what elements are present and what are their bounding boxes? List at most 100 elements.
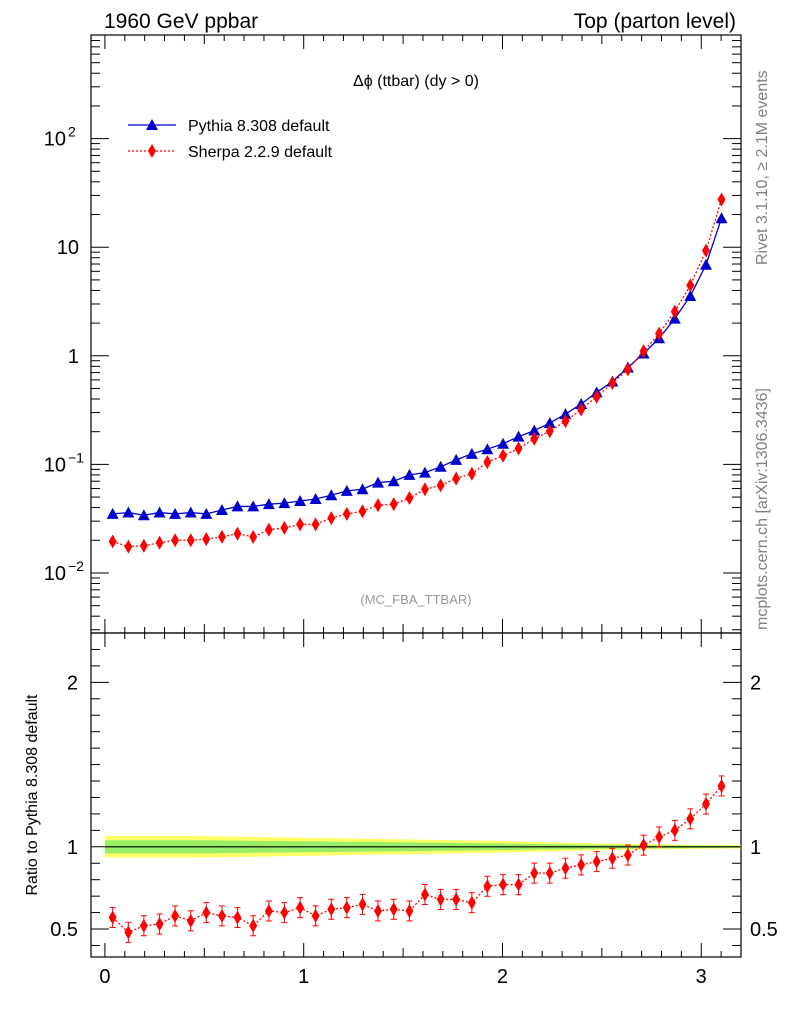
- ratio-panel: Ratio to Pythia 8.308 default 0 1 2 3 0.5 0.5…: [24, 632, 778, 988]
- ratio-sherpa-line: [112, 785, 723, 934]
- header-right: Top (parton level): [574, 10, 736, 33]
- legend-sherpa-label: Sherpa 2.2.9 default: [188, 144, 333, 161]
- mcplots-label: mcplots.cern.ch [arXiv:1306.3436]: [754, 388, 771, 630]
- pythia-point: [294, 495, 307, 507]
- sherpa-point: [296, 517, 305, 532]
- pythia-point: [497, 437, 510, 449]
- x-tick-label: 0: [99, 966, 110, 988]
- sherpa-line: [112, 199, 723, 548]
- ratio-ylabel: Ratio to Pythia 8.308 default: [24, 694, 41, 896]
- sherpa-point: [499, 448, 508, 463]
- sherpa-point: [452, 471, 461, 486]
- sherpa-point: [467, 466, 476, 481]
- ratio-sherpa-point: [483, 879, 492, 894]
- y-tick-label: 2: [67, 672, 78, 694]
- pythia-point: [247, 500, 260, 512]
- header-left: 1960 GeV ppbar: [104, 10, 258, 33]
- sherpa-point: [514, 441, 523, 456]
- ratio-sherpa-point: [358, 897, 367, 912]
- ratio-sherpa-point: [702, 797, 711, 812]
- pythia-point: [684, 290, 697, 302]
- ratio-sherpa-point: [217, 908, 226, 923]
- pythia-point: [450, 453, 463, 465]
- sherpa-point: [577, 402, 586, 417]
- pythia-point: [434, 460, 447, 472]
- sherpa-point: [608, 376, 617, 391]
- sherpa-point: [420, 482, 429, 497]
- ratio-sherpa-point: [467, 895, 476, 910]
- sherpa-point: [405, 491, 414, 506]
- sherpa-point: [202, 532, 211, 547]
- ratio-sherpa-point: [592, 854, 601, 869]
- pythia-point: [309, 492, 322, 504]
- sherpa-point: [561, 414, 570, 429]
- pythia-point: [465, 447, 478, 459]
- ratio-sherpa-point: [155, 917, 164, 932]
- pythia-point: [356, 483, 369, 495]
- x-tick-label: 3: [696, 966, 707, 988]
- sherpa-point: [655, 326, 664, 341]
- chart-title: Δϕ (ttbar) (dy > 0): [353, 73, 479, 90]
- y-tick-label-right: 2: [750, 672, 761, 694]
- ratio-sherpa-point: [296, 900, 305, 915]
- pythia-point: [169, 507, 182, 519]
- legend-pythia-label: Pythia 8.308 default: [188, 118, 330, 135]
- ratio-sherpa-point: [420, 887, 429, 902]
- legend: Pythia 8.308 default Sherpa 2.2.9 defaul…: [128, 118, 333, 161]
- ratio-sherpa-point: [233, 910, 242, 925]
- sherpa-point: [280, 520, 289, 535]
- pythia-point: [418, 466, 431, 478]
- ratio-sherpa-point: [623, 848, 632, 863]
- ratio-sherpa-point: [280, 905, 289, 920]
- pythia-point: [372, 476, 385, 488]
- pythia-line: [112, 217, 723, 516]
- sherpa-point: [186, 533, 195, 548]
- watermark: (MC_FBA_TTBAR): [360, 592, 471, 607]
- pythia-point: [137, 509, 150, 521]
- ratio-sherpa-point: [655, 829, 664, 844]
- ratio-sherpa-point: [514, 877, 523, 892]
- ratio-frame: [90, 632, 742, 958]
- pythia-point: [481, 443, 494, 455]
- sherpa-point: [139, 538, 148, 553]
- ratio-sherpa-point: [545, 866, 554, 881]
- x-tick-label: 2: [497, 966, 508, 988]
- ratio-sherpa-point: [561, 861, 570, 876]
- y-tick-label-right: 1: [750, 837, 761, 859]
- sherpa-point: [717, 192, 726, 207]
- ratio-sherpa-point: [108, 910, 117, 925]
- y-tick-exponent: −2: [68, 558, 84, 574]
- sherpa-point: [483, 455, 492, 470]
- ratio-sherpa-point: [608, 851, 617, 866]
- sherpa-point: [389, 497, 398, 512]
- y-tick-exponent: 2: [68, 124, 76, 140]
- ratio-sherpa-point: [264, 903, 273, 918]
- ratio-sherpa-point: [171, 908, 180, 923]
- sherpa-point: [264, 522, 273, 537]
- ratio-sherpa-point: [311, 908, 320, 923]
- pythia-point: [278, 497, 291, 509]
- y-tick-label: 10: [57, 237, 79, 259]
- pythia-point: [215, 504, 228, 516]
- sherpa-point: [374, 498, 383, 513]
- y-tick-label: 1: [67, 837, 78, 859]
- ratio-sherpa-point: [249, 918, 258, 933]
- ratio-sherpa-point: [374, 903, 383, 918]
- pythia-point: [403, 468, 416, 480]
- ratio-sherpa-point: [530, 866, 539, 881]
- legend-sherpa-marker: [148, 144, 156, 158]
- legend-pythia-marker: [146, 119, 158, 130]
- pythia-point: [153, 506, 166, 518]
- ratio-sherpa-point: [327, 902, 336, 917]
- ratio-sherpa-point: [639, 838, 648, 853]
- sherpa-point: [327, 511, 336, 526]
- sherpa-point: [155, 535, 164, 550]
- sherpa-point: [670, 304, 679, 319]
- sherpa-point: [702, 243, 711, 258]
- ratio-sherpa-point: [389, 902, 398, 917]
- sherpa-point: [592, 389, 601, 404]
- y-tick-label: 0.5: [50, 919, 78, 941]
- ratio-sherpa-point: [405, 903, 414, 918]
- sherpa-point: [342, 506, 351, 521]
